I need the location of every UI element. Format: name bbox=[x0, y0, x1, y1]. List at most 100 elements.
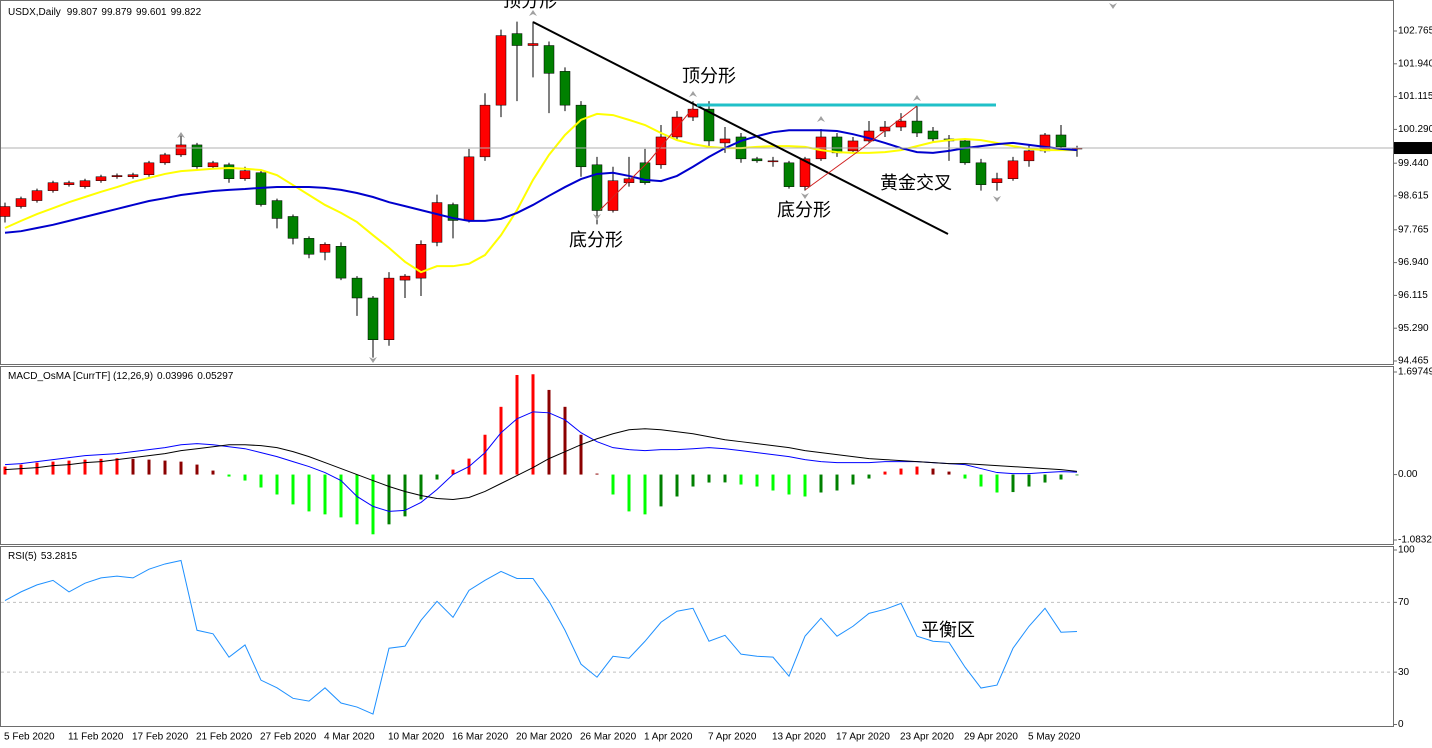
histogram-bar bbox=[243, 474, 247, 481]
candle-body bbox=[127, 174, 139, 177]
candle-body bbox=[495, 35, 507, 106]
x-tick-label: 1 Apr 2020 bbox=[644, 732, 693, 743]
candle-body bbox=[143, 162, 155, 175]
histogram-bar bbox=[707, 474, 711, 483]
histogram-bar bbox=[547, 389, 551, 475]
candle-body bbox=[79, 180, 91, 187]
histogram-bar bbox=[211, 470, 215, 475]
x-tick-label: 5 May 2020 bbox=[1028, 732, 1081, 743]
x-tick-label: 11 Feb 2020 bbox=[68, 732, 124, 743]
candle-body bbox=[399, 275, 411, 281]
candle-body bbox=[271, 200, 283, 219]
histogram-bar bbox=[867, 474, 871, 479]
candle-body bbox=[1023, 150, 1035, 162]
histogram-bar bbox=[531, 374, 535, 475]
candle-body bbox=[239, 170, 251, 179]
signal-value: 0.05297 bbox=[197, 371, 234, 382]
y-tick-label: 97.765 bbox=[1398, 224, 1429, 235]
candle-body bbox=[559, 71, 571, 106]
rsi-header: RSI(5) 53.2815 bbox=[8, 551, 77, 562]
indicator-line bbox=[4, 428, 1078, 500]
candle-body bbox=[911, 120, 923, 134]
histogram-bar bbox=[1011, 474, 1015, 493]
histogram-bar bbox=[755, 474, 759, 487]
candle-body bbox=[655, 136, 667, 166]
y-tick-label: 100 bbox=[1398, 545, 1415, 556]
histogram-bar bbox=[771, 474, 775, 491]
x-tick-label: 4 Mar 2020 bbox=[324, 732, 375, 743]
candle-body bbox=[287, 216, 299, 239]
histogram-bar bbox=[387, 474, 391, 525]
histogram-bar bbox=[275, 474, 279, 495]
indicator-name: MACD_OsMA [CurrTF] (12,26,9) bbox=[8, 371, 153, 382]
candle-body bbox=[383, 277, 395, 340]
fractal-link bbox=[599, 107, 694, 211]
drawing-objects bbox=[177, 3, 1117, 363]
histogram-bar bbox=[835, 474, 839, 491]
histogram-bar bbox=[787, 474, 791, 495]
candle-body bbox=[847, 140, 859, 152]
candle-body bbox=[767, 160, 779, 163]
candle-body bbox=[479, 104, 491, 158]
histogram-bar bbox=[163, 460, 167, 475]
fractal-arrow bbox=[369, 357, 377, 363]
x-tick-label: 5 Feb 2020 bbox=[4, 732, 55, 743]
histogram-bar bbox=[803, 474, 807, 497]
histogram-bar bbox=[227, 474, 231, 477]
x-tick-label: 21 Feb 2020 bbox=[196, 732, 253, 743]
candle-body bbox=[0, 206, 11, 217]
candle-body bbox=[959, 140, 971, 164]
candle-body bbox=[303, 238, 315, 255]
candle-body bbox=[223, 164, 235, 179]
y-tick-label: 0 bbox=[1398, 719, 1404, 730]
candle-body bbox=[175, 144, 187, 156]
candle-body bbox=[719, 138, 731, 144]
x-tick-label: 17 Feb 2020 bbox=[132, 732, 189, 743]
histogram-bar bbox=[339, 474, 343, 518]
candle-body bbox=[367, 297, 379, 340]
rsi-panel-frame bbox=[0, 546, 1394, 727]
main-panel-frame bbox=[0, 0, 1394, 365]
open-value: 99.807 bbox=[67, 7, 98, 18]
candle-body bbox=[607, 180, 619, 211]
histogram-bar bbox=[451, 469, 455, 475]
symbol: USDX,Daily bbox=[8, 7, 61, 18]
candle-body bbox=[31, 190, 43, 201]
histogram-bar bbox=[1059, 474, 1063, 480]
histogram-bar bbox=[115, 458, 119, 475]
y-tick-label: 94.465 bbox=[1398, 356, 1429, 367]
histogram-bar bbox=[355, 474, 359, 525]
rsi-value: 53.2815 bbox=[41, 551, 78, 562]
histogram-bar bbox=[499, 406, 503, 475]
y-tick-label: 98.615 bbox=[1398, 191, 1429, 202]
histogram-bar bbox=[819, 474, 823, 493]
candle-body bbox=[63, 182, 75, 185]
histogram-bar bbox=[579, 434, 583, 475]
y-tick-label: 99.440 bbox=[1398, 158, 1429, 169]
current-price-box bbox=[1394, 142, 1432, 155]
close-value: 99.822 bbox=[171, 7, 202, 18]
histogram-bar bbox=[1027, 474, 1031, 487]
histogram-bar bbox=[675, 474, 679, 497]
y-tick-label: 101.940 bbox=[1398, 58, 1432, 69]
candle-body bbox=[895, 120, 907, 128]
candle-body bbox=[991, 178, 1003, 183]
histogram-bar bbox=[851, 474, 855, 485]
y-tick-label: 102.765 bbox=[1398, 26, 1432, 37]
y-tick-label: 0.00 bbox=[1398, 469, 1418, 480]
candle-body bbox=[831, 136, 843, 154]
fractal-arrow bbox=[913, 95, 921, 101]
current-price-label: 99.822 bbox=[1397, 143, 1428, 154]
histogram-bar bbox=[883, 471, 887, 475]
candle-body bbox=[335, 246, 347, 279]
histogram-bar bbox=[611, 474, 615, 495]
candle-body bbox=[527, 43, 539, 46]
annotation: 顶分形 bbox=[682, 66, 736, 86]
candle-body bbox=[799, 158, 811, 187]
low-value: 99.601 bbox=[136, 7, 167, 18]
fractal-arrow bbox=[689, 91, 697, 97]
candle-body bbox=[703, 108, 715, 142]
macd-panel-frame bbox=[0, 366, 1394, 545]
candle-body bbox=[191, 144, 203, 168]
